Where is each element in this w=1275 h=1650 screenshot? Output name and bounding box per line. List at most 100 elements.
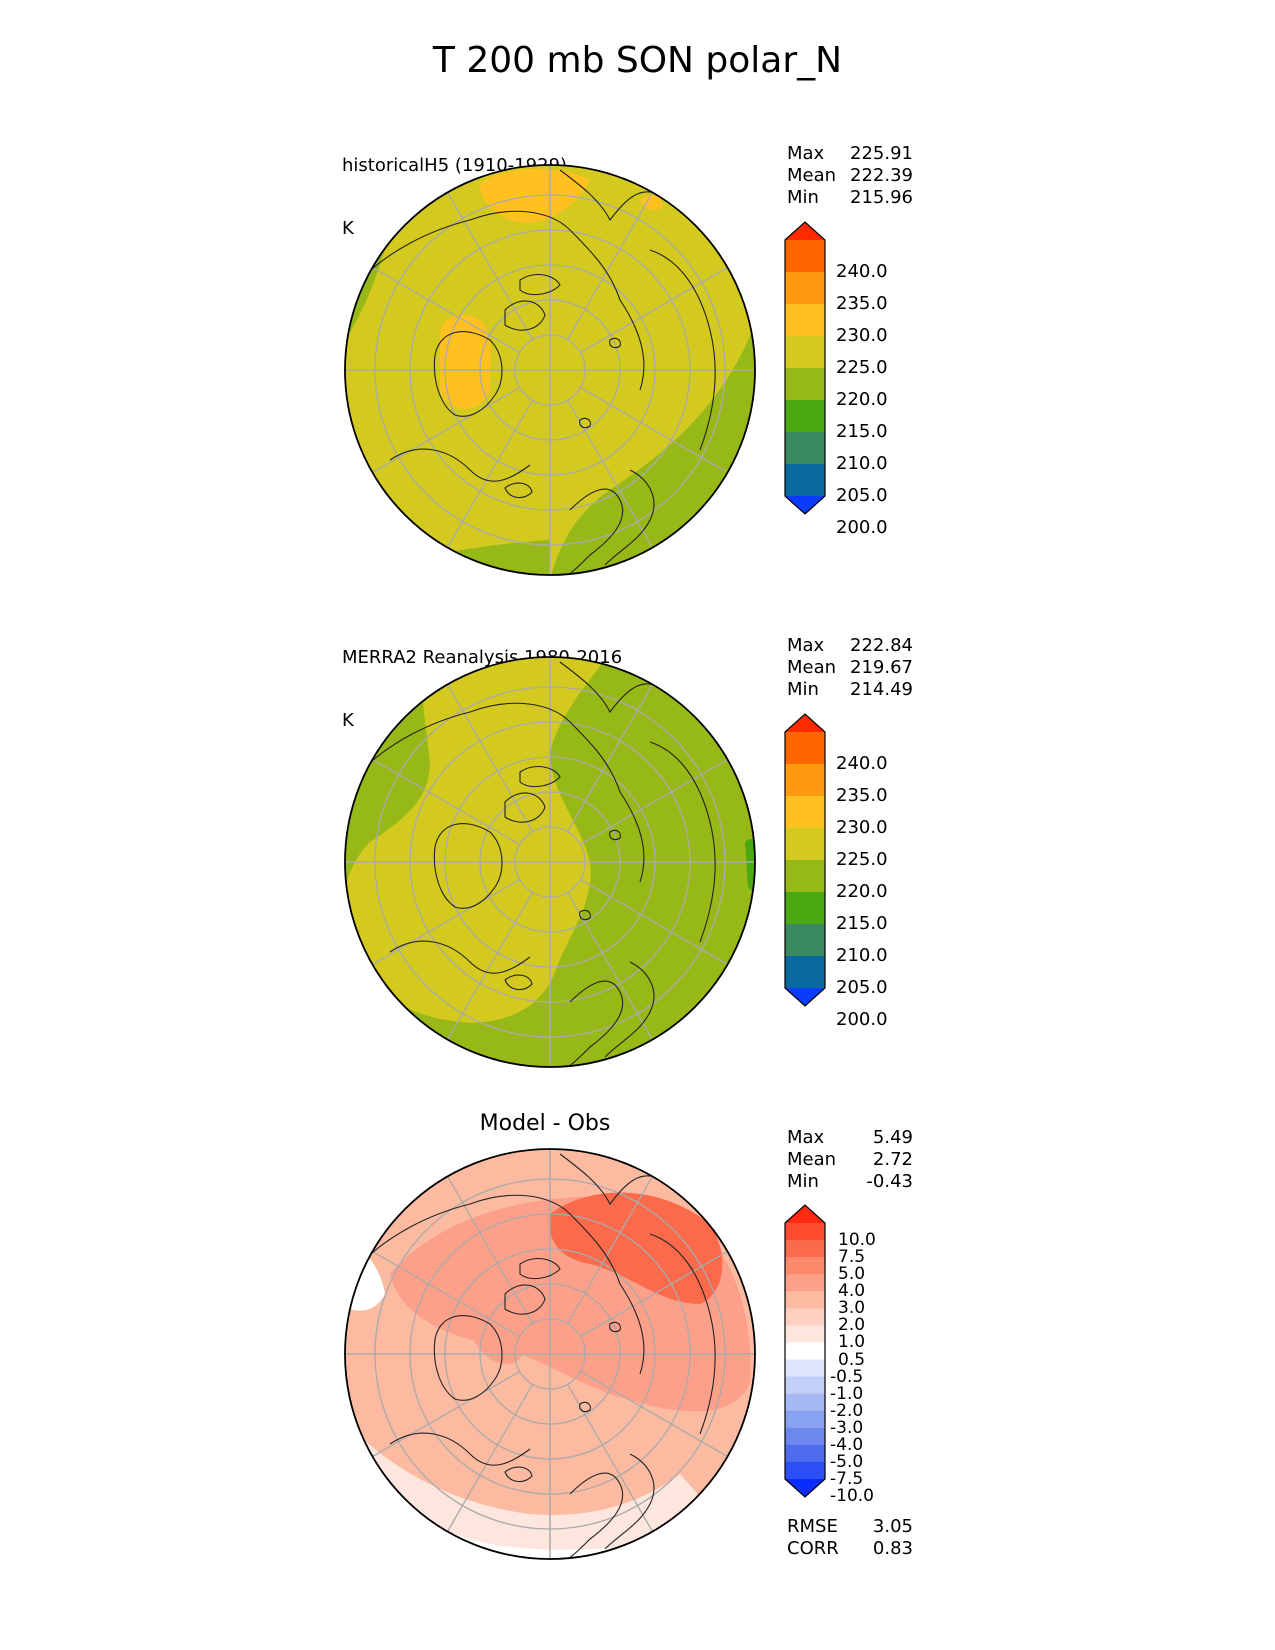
colorbar-segment	[785, 432, 825, 465]
colorbar-segment	[785, 1342, 825, 1361]
colorbar-segment	[785, 400, 825, 433]
map-boundary	[344, 164, 756, 576]
panel2-colorbar	[784, 713, 826, 1007]
panel3-colorbar-ticks: 10.0 7.5 5.0 4.0 3.0 2.0 1.0 0.5 -0.5 -1.0 -2.0 -3.…	[830, 1203, 920, 1505]
colorbar-segment	[785, 1461, 825, 1480]
stat-row-min: Min 214.49	[787, 679, 913, 701]
stat-row-max: Max 222.84	[787, 635, 913, 657]
colorbar-tick-label: 200.0	[836, 1009, 888, 1030]
stat-value: 0.83	[872, 1538, 913, 1559]
stat-value: 214.49	[850, 679, 913, 700]
stat-label: Max	[787, 1127, 825, 1148]
colorbar-tick-label: 205.0	[836, 977, 888, 998]
colorbar-top-arrow	[785, 1205, 825, 1223]
panel3-polar-map	[344, 1148, 756, 1560]
graticule	[345, 165, 755, 575]
colorbar-tick-label: 2.0	[838, 1315, 866, 1336]
colorbar-segment	[785, 464, 825, 497]
colorbar-segment	[785, 1223, 825, 1241]
colorbar-bottom-arrow	[785, 988, 825, 1006]
colorbar-tick-label: 3.0	[838, 1298, 866, 1319]
colorbar-top-arrow	[785, 714, 825, 732]
panel1-colorbar-ticks: 240.0 235.0 230.0 225.0 220.0 215.0 210.0 205.0…	[836, 220, 916, 537]
colorbar-segment	[785, 368, 825, 401]
colorbar-segment	[785, 924, 825, 957]
colorbar-tick-label: 215.0	[836, 421, 888, 442]
stat-label: Mean	[787, 165, 837, 186]
map-boundary	[344, 656, 756, 1068]
stat-value: 222.84	[850, 635, 913, 656]
colorbar-top-arrow	[785, 222, 825, 240]
stat-row-max: Max 5.49	[787, 1127, 913, 1149]
colorbar-tick-label: 210.0	[836, 945, 888, 966]
colorbar-segment	[785, 304, 825, 337]
colorbar-segment	[785, 272, 825, 305]
colorbar-tick-label: -0.5	[830, 1366, 864, 1387]
colorbar-segment	[785, 1427, 825, 1446]
colorbar-tick-label: -1.0	[830, 1383, 864, 1404]
stat-label: RMSE	[787, 1516, 838, 1537]
graticule	[345, 657, 755, 1067]
colorbar-tick-label: 205.0	[836, 485, 888, 506]
coastlines	[359, 169, 716, 575]
colorbar-tick-label: 0.5	[838, 1349, 866, 1370]
panel3-stats: Max 5.49 Mean 2.72 Min -0.43	[787, 1127, 913, 1193]
stat-row-mean: Mean 222.39	[787, 165, 913, 187]
colorbar-segment	[785, 1325, 825, 1344]
colorbar-segment	[785, 240, 825, 273]
figure-title: T 200 mb SON polar_N	[432, 40, 843, 81]
colorbar-segment	[785, 1240, 825, 1258]
stat-label: Min	[787, 1171, 819, 1192]
colorbar-tick-label: 215.0	[836, 913, 888, 934]
colorbar-tick-label: 225.0	[836, 849, 888, 870]
colorbar-tick-label: 1.0	[838, 1332, 866, 1353]
map-boundary	[344, 1148, 756, 1560]
stat-value: 3.05	[872, 1516, 913, 1537]
stat-label: Max	[787, 635, 825, 656]
colorbar-tick-label: 7.5	[838, 1247, 866, 1268]
stat-value: 222.39	[850, 165, 913, 186]
stat-row-min: Min 215.96	[787, 187, 913, 209]
colorbar-tick-label: 240.0	[836, 261, 888, 282]
colorbar-tick-label: -5.0	[830, 1451, 864, 1472]
colorbar-tick-label: 10.0	[838, 1230, 876, 1251]
graticule	[345, 1149, 755, 1559]
colorbar-tick-label: 5.0	[838, 1264, 866, 1285]
coastlines	[359, 1153, 716, 1559]
colorbar-segment	[785, 1359, 825, 1378]
colorbar-tick-label: 230.0	[836, 325, 888, 346]
stat-label: Mean	[787, 657, 837, 678]
colorbar-tick-label: -3.0	[830, 1417, 864, 1438]
panel1-polar-map	[344, 164, 756, 576]
panel1-stats: Max 225.91 Mean 222.39 Min 215.96	[787, 143, 913, 209]
panel1-title-units: K	[342, 218, 354, 239]
stat-label: Max	[787, 143, 825, 164]
stat-label: Min	[787, 679, 819, 700]
colorbar-segment	[785, 1376, 825, 1395]
colorbar-segment	[785, 336, 825, 369]
stat-value: 219.67	[850, 657, 913, 678]
colorbar-segment	[785, 892, 825, 925]
colorbar-segment	[785, 1308, 825, 1326]
colorbar-tick-label: -7.5	[830, 1469, 864, 1489]
colorbar-segment	[785, 1274, 825, 1292]
stat-value: 225.91	[850, 143, 913, 164]
stat-row-mean: Mean 219.67	[787, 657, 913, 679]
colorbar-segment	[785, 1444, 825, 1463]
stat-row-corr: CORR 0.83	[787, 1538, 913, 1560]
panel2-title-units: K	[342, 710, 354, 731]
colorbar-segment	[785, 828, 825, 861]
stat-row-min: Min -0.43	[787, 1171, 913, 1193]
colorbar-tick-label: 200.0	[836, 517, 888, 538]
stat-value: 5.49	[872, 1127, 913, 1148]
stat-label: Mean	[787, 1149, 837, 1170]
colorbar-segment	[785, 860, 825, 893]
colorbar-tick-label: 220.0	[836, 881, 888, 902]
colorbar-tick-label: 220.0	[836, 389, 888, 410]
colorbar-tick-label: -10.0	[830, 1486, 874, 1507]
panel3-colorbar	[784, 1204, 826, 1498]
stat-label: Min	[787, 187, 819, 208]
panel3-bottom-stats: RMSE 3.05 CORR 0.83	[787, 1516, 913, 1560]
colorbar-bottom-arrow	[785, 1479, 825, 1497]
stat-row-max: Max 225.91	[787, 143, 913, 165]
